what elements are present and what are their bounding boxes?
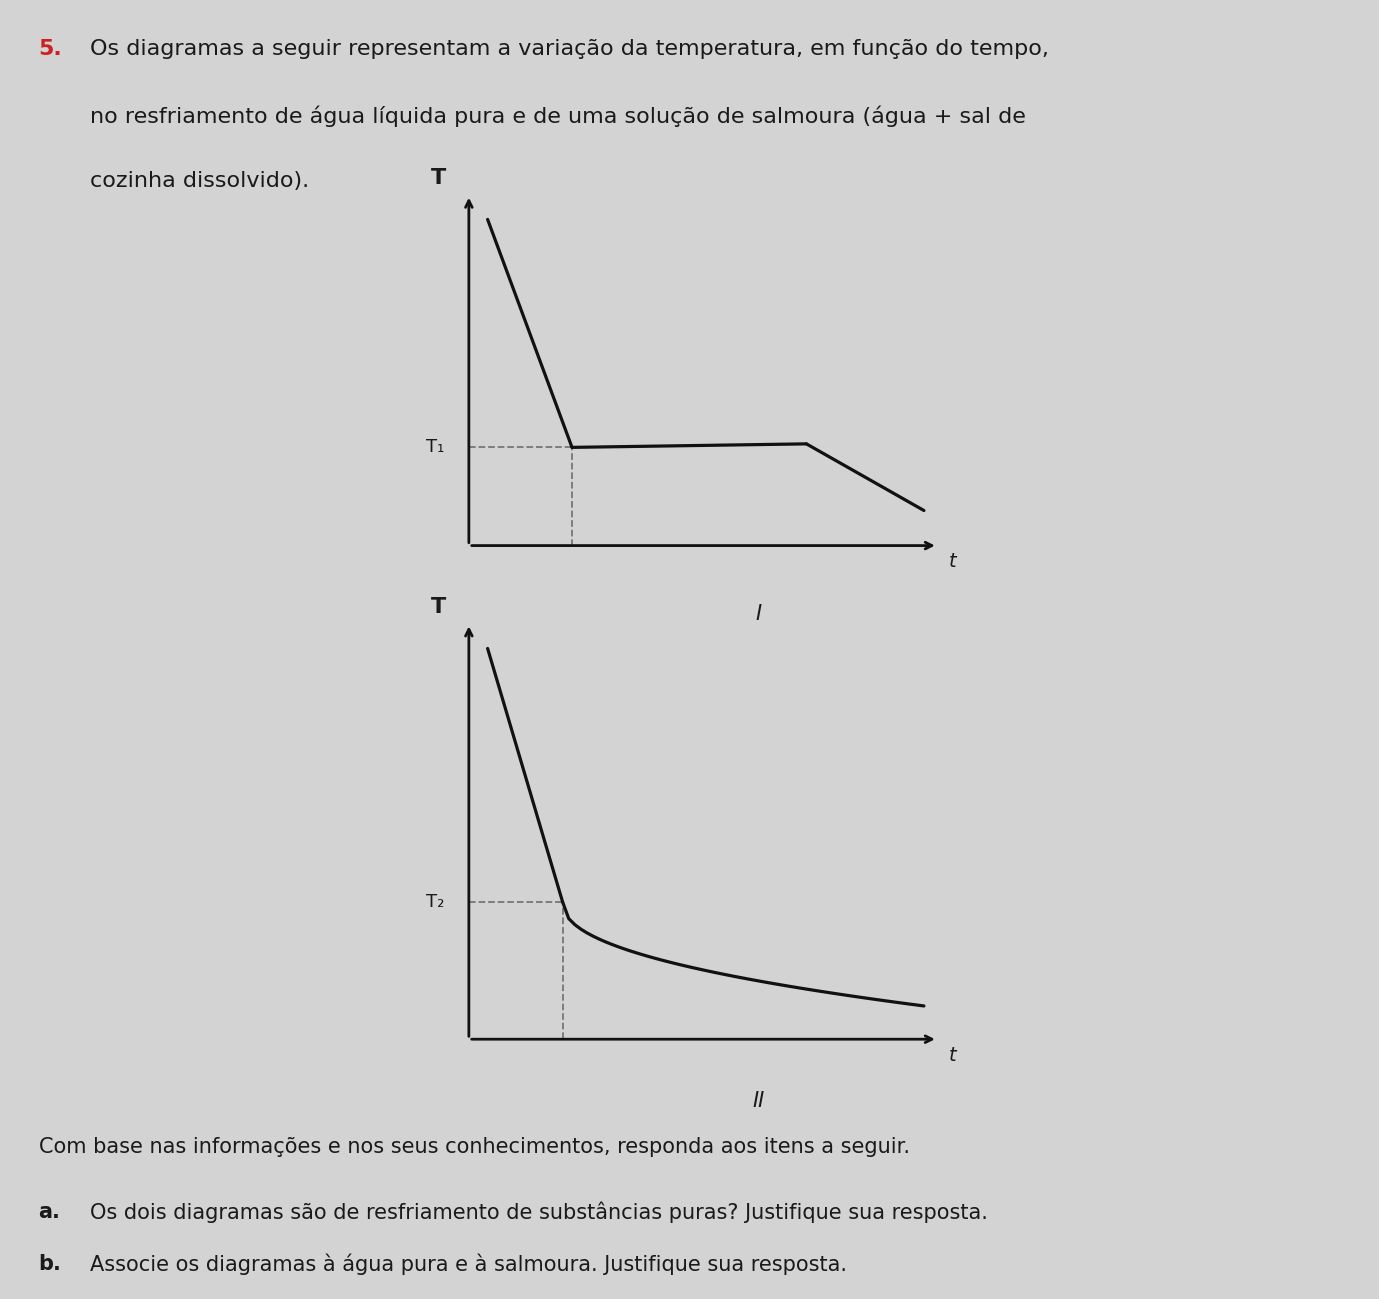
Text: Os dois diagramas são de resfriamento de substâncias puras? Justifique sua respo: Os dois diagramas são de resfriamento de…: [90, 1202, 987, 1224]
Text: t: t: [949, 1046, 957, 1065]
Text: Associe os diagramas à água pura e à salmoura. Justifique sua resposta.: Associe os diagramas à água pura e à sal…: [90, 1254, 847, 1276]
Text: Os diagramas a seguir representam a variação da temperatura, em função do tempo,: Os diagramas a seguir representam a vari…: [90, 39, 1048, 58]
Text: I: I: [756, 604, 761, 624]
Text: a.: a.: [39, 1202, 61, 1221]
Text: T₁: T₁: [426, 438, 444, 456]
Text: T: T: [430, 598, 447, 617]
Text: no resfriamento de água líquida pura e de uma solução de salmoura (água + sal de: no resfriamento de água líquida pura e d…: [90, 105, 1026, 127]
Text: cozinha dissolvido).: cozinha dissolvido).: [90, 171, 309, 191]
Text: Com base nas informações e nos seus conhecimentos, responda aos itens a seguir.: Com base nas informações e nos seus conh…: [39, 1137, 910, 1156]
Text: T: T: [430, 169, 447, 188]
Text: II: II: [753, 1091, 764, 1111]
Text: b.: b.: [39, 1254, 62, 1273]
Text: T₂: T₂: [426, 892, 444, 911]
Text: t: t: [949, 552, 957, 572]
Text: 5.: 5.: [39, 39, 62, 58]
